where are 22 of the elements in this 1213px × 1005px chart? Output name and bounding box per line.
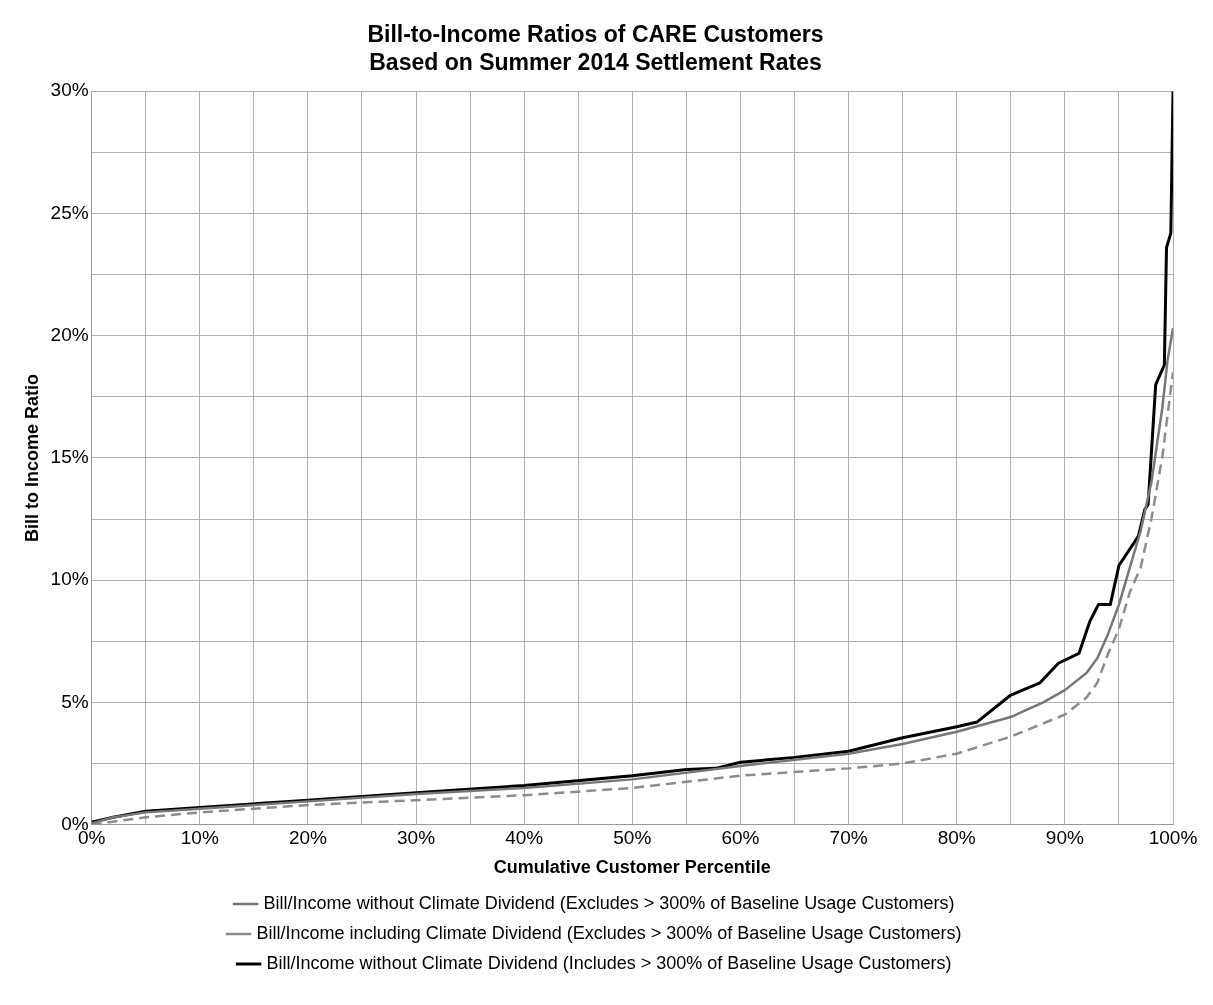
x-tick-label: 60% xyxy=(721,827,760,849)
y-tick-label: 10% xyxy=(50,568,89,590)
x-tick-label: 80% xyxy=(937,827,976,849)
x-tick-label: 50% xyxy=(613,827,652,849)
legend-label: Bill/Income without Climate Dividend (Includes > 300% of Baseline Usage Customers) xyxy=(266,952,952,973)
legend-label: Bill/Income without Climate Dividend (Excludes > 300% of Baseline Usage Customers) xyxy=(263,892,955,913)
chart-title: Bill-to-Income Ratios of CARE Customers Based on Summer 2014 Settlement Rates xyxy=(367,21,824,75)
y-axis-title: Bill to Income Ratio xyxy=(21,373,42,542)
x-tick-label: 90% xyxy=(1045,827,1084,849)
y-tick-label: 20% xyxy=(50,323,89,345)
x-tick-label: 10% xyxy=(180,827,219,849)
x-tick-label: 100% xyxy=(1148,827,1198,849)
y-tick-label: 5% xyxy=(61,690,89,712)
x-tick-label: 40% xyxy=(505,827,544,849)
y-tick-label: 30% xyxy=(50,79,89,101)
y-tick-label: 25% xyxy=(50,201,89,223)
x-tick-label: 30% xyxy=(397,827,436,849)
x-axis-title: Cumulative Customer Percentile xyxy=(493,857,771,878)
x-tick-label: 70% xyxy=(829,827,868,849)
legend-label: Bill/Income including Climate Dividend (Excludes > 300% of Baseline Usage Customers) xyxy=(256,922,962,943)
y-tick-label: 15% xyxy=(50,446,89,468)
x-tick-label: 20% xyxy=(288,827,328,849)
